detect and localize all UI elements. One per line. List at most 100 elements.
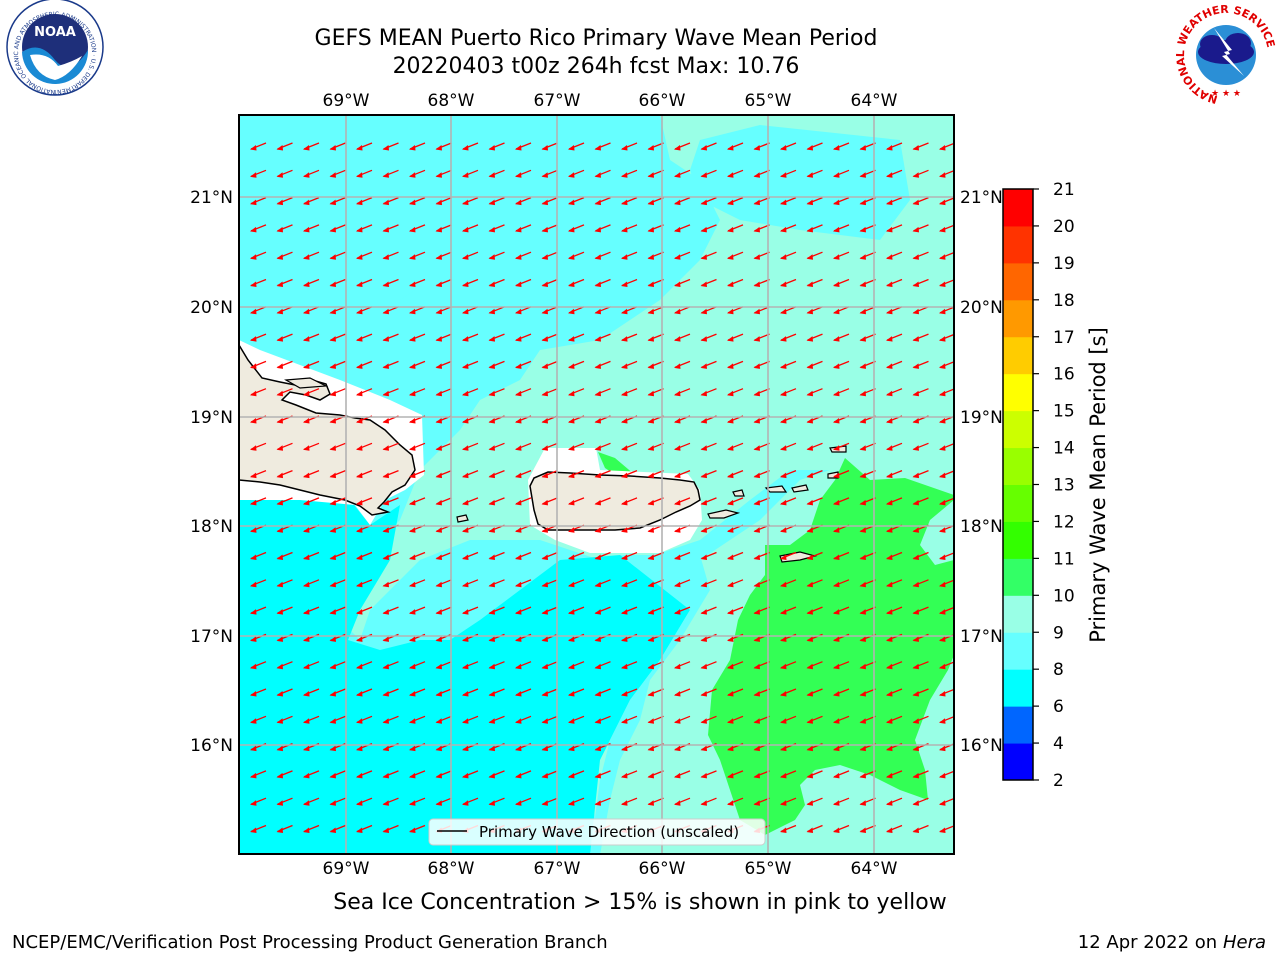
noaa-logo-text: NOAA (34, 25, 76, 40)
wave-arrow (753, 142, 770, 151)
wave-arrow (912, 770, 929, 779)
wave-arrow (568, 333, 585, 342)
wave-arrow (912, 224, 929, 233)
wave-arrow (859, 469, 876, 479)
colorbar-tick-label: 20 (1053, 217, 1075, 237)
lon-label: 67°W (534, 859, 581, 879)
wave-arrow (806, 142, 823, 151)
wave-arrow (250, 224, 267, 233)
wave-arrow (488, 251, 505, 260)
wave-arrow (329, 278, 346, 287)
wave-arrow (409, 388, 426, 397)
wave-arrow (409, 824, 426, 833)
wave-arrow (568, 469, 585, 479)
wave-arrow (674, 169, 691, 178)
wave-arrow (700, 606, 717, 615)
wave-arrow (886, 224, 903, 233)
wave-arrow (329, 224, 346, 233)
wave-arrow (568, 224, 585, 233)
wave-arrow (409, 251, 426, 260)
wave-arrow (939, 142, 954, 151)
wave-arrow (382, 442, 399, 451)
colorbar-cell (1003, 743, 1033, 781)
wave-arrow (462, 196, 479, 206)
wave-arrow (329, 770, 346, 779)
wave-arrow (833, 196, 850, 206)
lat-labels-right: 21°N 20°N 19°N 18°N 17°N 16°N (960, 188, 1003, 756)
wave-arrow (727, 388, 744, 397)
wave-arrow (780, 333, 797, 342)
wave-arrow (833, 333, 850, 342)
wave-arrow (462, 278, 479, 287)
wave-arrow (435, 169, 452, 178)
wave-arrow (515, 688, 532, 697)
wave-arrow (382, 388, 399, 397)
wave-arrow (488, 196, 505, 206)
wave-arrow (541, 497, 558, 506)
wave-arrow (382, 251, 399, 260)
wave-arrow (409, 770, 426, 779)
wave-arrow (886, 251, 903, 260)
wave-arrow (912, 715, 929, 724)
wave-arrow (382, 497, 399, 506)
wave-arrow (727, 606, 744, 615)
wave-arrow (356, 661, 373, 670)
wave-arrow (409, 797, 426, 806)
wave-arrow (700, 579, 717, 588)
wave-arrow (912, 661, 929, 670)
wave-arrow (859, 169, 876, 178)
wave-arrow (780, 606, 797, 615)
lat-label: 19°N (960, 408, 1003, 428)
wave-arrow (859, 551, 876, 560)
wave-arrow (621, 142, 638, 151)
wave-arrow (356, 169, 373, 178)
wave-arrow (886, 797, 903, 806)
wave-arrow (727, 688, 744, 697)
wave-arrow (806, 388, 823, 397)
wave-arrow (674, 360, 691, 369)
wave-arrow (462, 715, 479, 724)
wave-arrow (647, 360, 664, 369)
wave-arrow (912, 579, 929, 588)
wave-arrow (753, 278, 770, 287)
wave-arrow (753, 224, 770, 233)
wave-arrow (356, 715, 373, 724)
wave-arrow (700, 797, 717, 806)
wave-arrow (621, 469, 638, 479)
wave-arrow (541, 360, 558, 369)
colorbar-tick-label: 15 (1053, 402, 1075, 422)
wave-arrow (329, 551, 346, 560)
wave-arrow (541, 579, 558, 588)
wave-arrow (515, 606, 532, 615)
wave-arrow (780, 278, 797, 287)
wave-arrow (939, 797, 954, 806)
wave-arrow (356, 278, 373, 287)
wave-arrow (833, 360, 850, 369)
wave-arrow (382, 360, 399, 369)
wave-arrow (833, 715, 850, 724)
footer-machine: Hera (1222, 932, 1266, 953)
wave-arrow (806, 278, 823, 287)
map-subtitle: 20220403 t00z 264h fcst Max: 10.76 (392, 54, 800, 79)
wave-arrow (727, 360, 744, 369)
colorbar-tick-label: 19 (1053, 254, 1075, 274)
wave-arrow (912, 388, 929, 397)
wave-arrow (382, 551, 399, 560)
wave-arrow (780, 142, 797, 151)
wave-arrow (594, 333, 611, 342)
wave-arrow (356, 469, 373, 479)
wave-arrow (886, 333, 903, 342)
wave-arrow (515, 251, 532, 260)
wave-arrow (329, 388, 346, 397)
wave-arrow (488, 770, 505, 779)
wave-arrow (250, 469, 267, 479)
wave-arrow (859, 497, 876, 506)
wave-arrow (568, 661, 585, 670)
wave-arrow (541, 770, 558, 779)
wave-arrow (753, 797, 770, 806)
wave-arrow (700, 688, 717, 697)
wave-arrow (700, 388, 717, 397)
wave-arrow (886, 770, 903, 779)
wave-arrow (727, 442, 744, 451)
wave-arrow (912, 688, 929, 697)
